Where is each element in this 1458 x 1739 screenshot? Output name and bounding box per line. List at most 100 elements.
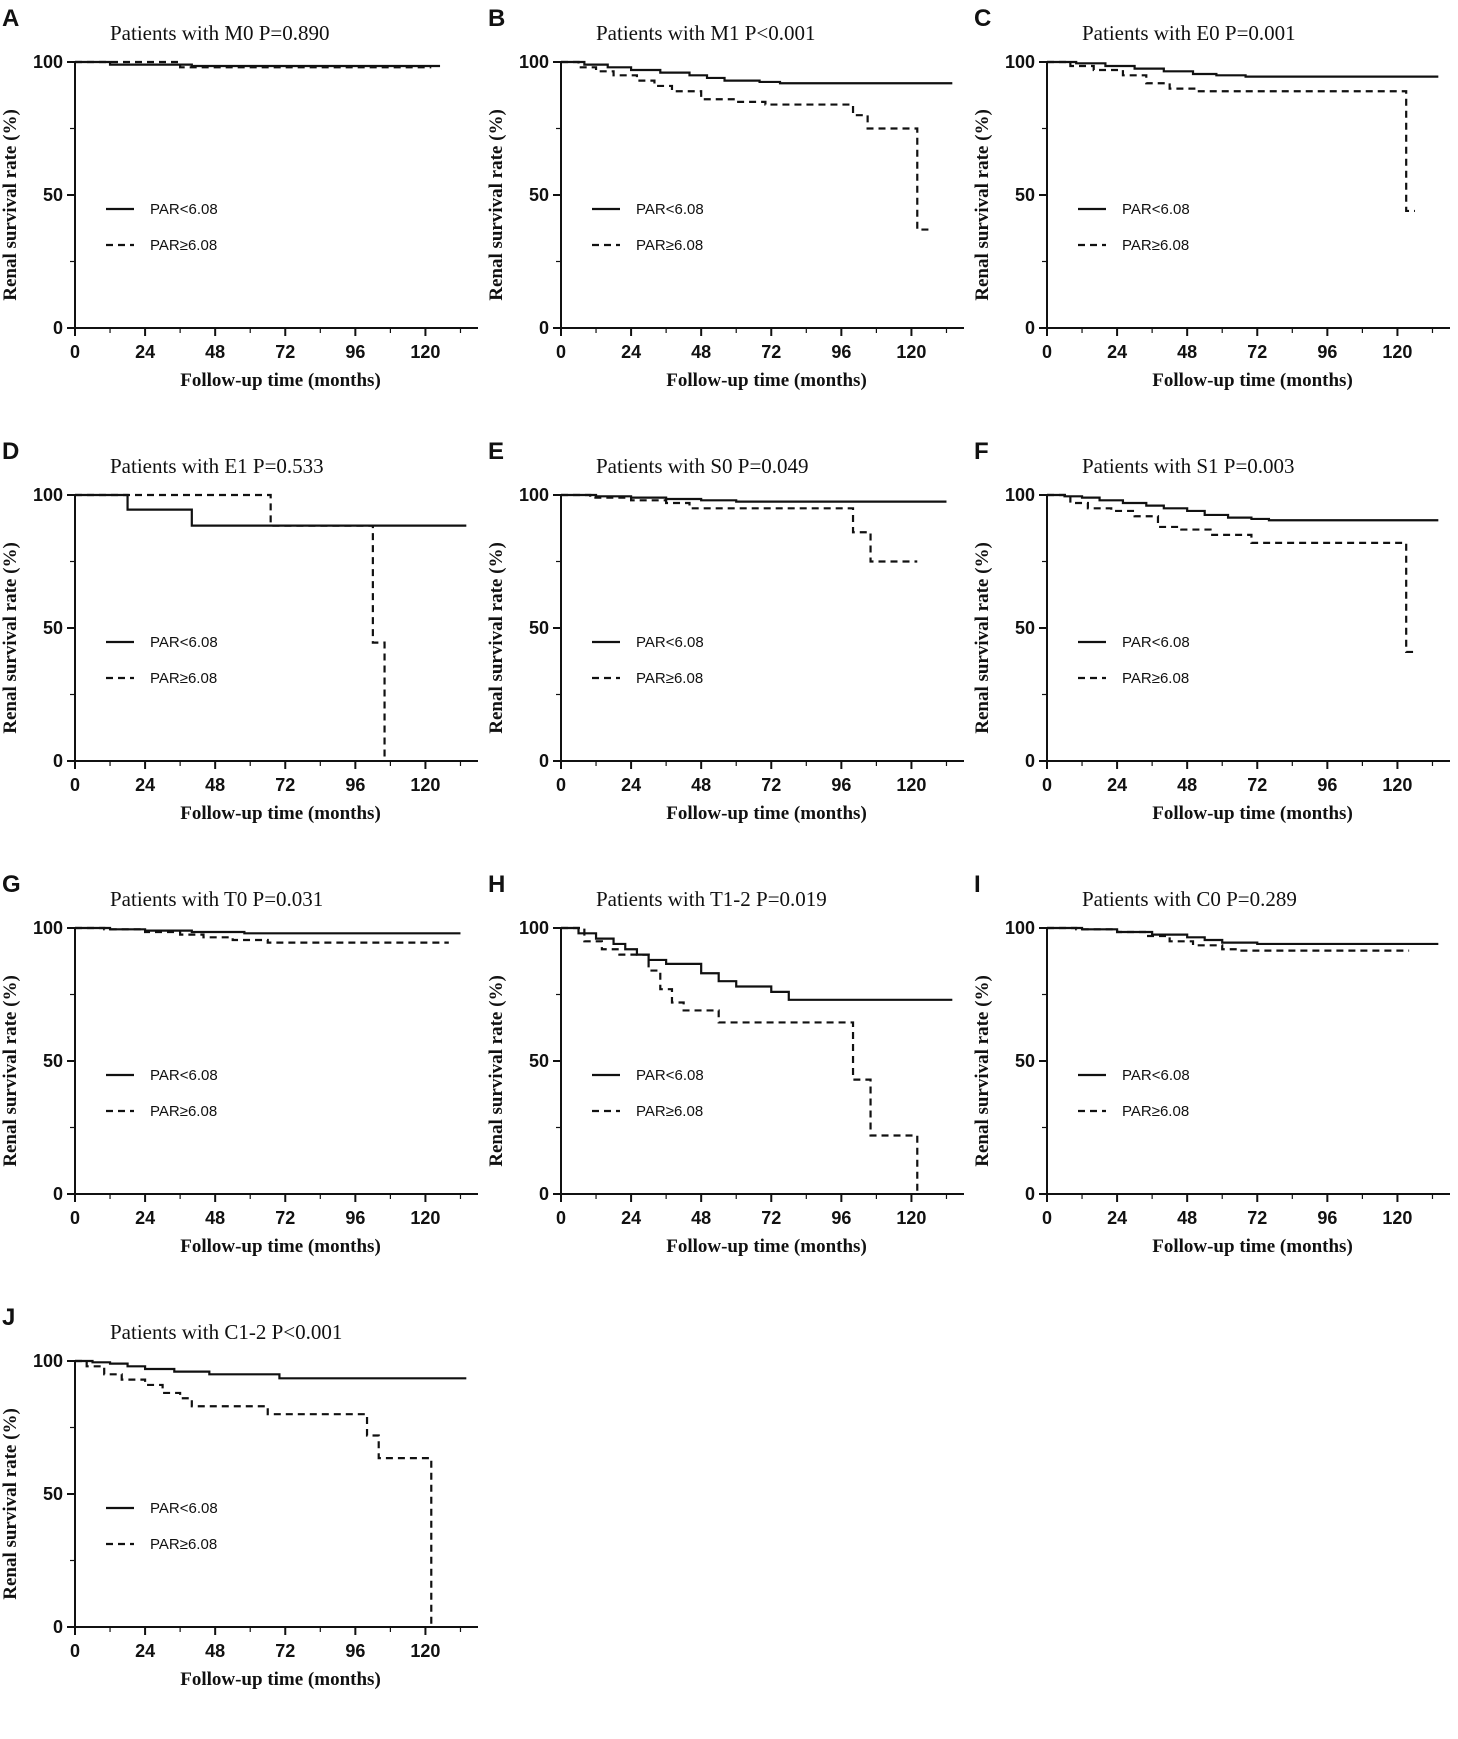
y-tick-label: 0 [53, 1184, 63, 1204]
y-tick-label: 100 [33, 52, 63, 72]
y-tick-label: 50 [529, 618, 549, 638]
x-tick-label: 24 [621, 342, 641, 362]
y-tick-label: 50 [529, 1051, 549, 1071]
y-tick-label: 0 [53, 751, 63, 771]
y-tick-label: 0 [539, 1184, 549, 1204]
chart-panel-c: C Patients with E0 P=0.001 0 50 100 0 24 48 72 96… [972, 0, 1458, 440]
legend-solid-label: PAR<6.08 [1122, 634, 1190, 651]
x-tick-label: 24 [621, 1208, 641, 1228]
y-tick-label: 100 [1005, 485, 1035, 505]
chart-svg: A Patients with M0 P=0.890 0 50 100 0 24 48 72 96… [0, 5, 478, 391]
y-axis-title: Renal survival rate (%) [972, 975, 993, 1167]
x-axis-title: Follow-up time (months) [1152, 370, 1353, 391]
chart-panel-d: D Patients with E1 P=0.533 0 50 100 0 24 48 72 96… [0, 433, 486, 873]
x-tick-label: 120 [410, 1208, 440, 1228]
x-tick-label: 72 [1247, 775, 1267, 795]
panel-label: C [974, 5, 991, 32]
panel-label: I [974, 871, 981, 898]
x-tick-label: 24 [1107, 1208, 1127, 1228]
panel-label: B [488, 5, 505, 32]
x-tick-label: 96 [831, 342, 851, 362]
x-tick-label: 24 [135, 775, 155, 795]
chart-title: Patients with T1-2 P=0.019 [596, 887, 827, 911]
y-tick-label: 0 [539, 318, 549, 338]
x-tick-label: 120 [410, 775, 440, 795]
y-tick-label: 0 [1025, 1184, 1035, 1204]
y-tick-label: 100 [1005, 52, 1035, 72]
x-tick-label: 96 [345, 1641, 365, 1661]
y-axis-title: Renal survival rate (%) [972, 109, 993, 301]
legend-dashed-label: PAR≥6.08 [636, 670, 703, 687]
legend-dashed-label: PAR≥6.08 [150, 1536, 217, 1553]
x-tick-label: 72 [761, 775, 781, 795]
y-tick-label: 100 [33, 1351, 63, 1371]
y-tick-label: 100 [519, 485, 549, 505]
x-tick-label: 96 [831, 775, 851, 795]
x-tick-label: 120 [1382, 1208, 1412, 1228]
series-par-low-curve [75, 493, 467, 527]
series-par-high-curve [1047, 493, 1415, 654]
chart-panel-f: F Patients with S1 P=0.003 0 50 100 0 24 48 72 96… [972, 433, 1458, 873]
x-tick-label: 48 [1177, 342, 1197, 362]
x-tick-label: 24 [621, 775, 641, 795]
x-tick-label: 48 [691, 1208, 711, 1228]
x-tick-label: 24 [135, 1208, 155, 1228]
x-tick-label: 96 [1317, 342, 1337, 362]
x-axis-title: Follow-up time (months) [180, 1236, 381, 1257]
chart-svg: I Patients with C0 P=0.289 0 50 100 0 24 48 72 96… [972, 871, 1450, 1257]
chart-svg: B Patients with M1 P<0.001 0 50 100 0 24 48 72 96… [486, 5, 964, 391]
series-par-low-curve [561, 493, 947, 503]
x-axis-title: Follow-up time (months) [180, 803, 381, 824]
chart-panel-g: G Patients with T0 P=0.031 0 50 100 0 24 48 72 96… [0, 866, 486, 1306]
legend-solid-label: PAR<6.08 [150, 634, 218, 651]
x-axis-title: Follow-up time (months) [666, 1236, 867, 1257]
series-par-high-curve [75, 926, 449, 944]
panel-label: J [2, 1304, 15, 1331]
chart-svg: G Patients with T0 P=0.031 0 50 100 0 24 48 72 96… [0, 871, 478, 1257]
x-tick-label: 48 [1177, 1208, 1197, 1228]
legend-dashed-label: PAR≥6.08 [150, 670, 217, 687]
chart-panel-a: A Patients with M0 P=0.890 0 50 100 0 24 48 72 96… [0, 0, 486, 440]
series-par-high-curve [75, 1359, 433, 1627]
chart-panel-j: J Patients with C1-2 P<0.001 0 50 100 0 24 48 72… [0, 1299, 486, 1739]
figure-grid: A Patients with M0 P=0.890 0 50 100 0 24 48 72 96… [0, 0, 1458, 1690]
legend-solid-label: PAR<6.08 [1122, 1067, 1190, 1084]
x-tick-label: 120 [1382, 342, 1412, 362]
x-tick-label: 96 [345, 342, 365, 362]
y-tick-label: 50 [43, 618, 63, 638]
y-tick-label: 50 [43, 1484, 63, 1504]
x-tick-label: 48 [205, 1641, 225, 1661]
x-tick-label: 120 [1382, 775, 1412, 795]
legend-solid-label: PAR<6.08 [150, 1500, 218, 1517]
y-tick-label: 100 [33, 918, 63, 938]
x-axis-title: Follow-up time (months) [1152, 1236, 1353, 1257]
legend-solid-label: PAR<6.08 [150, 1067, 218, 1084]
x-tick-label: 48 [691, 775, 711, 795]
x-tick-label: 72 [761, 1208, 781, 1228]
chart-title: Patients with C1-2 P<0.001 [110, 1320, 342, 1344]
x-tick-label: 24 [1107, 775, 1127, 795]
y-axis-title: Renal survival rate (%) [486, 109, 507, 301]
y-axis-title: Renal survival rate (%) [0, 1408, 21, 1600]
series-par-high-curve [1047, 926, 1410, 952]
y-tick-label: 50 [43, 1051, 63, 1071]
y-tick-label: 100 [519, 918, 549, 938]
panel-label: E [488, 438, 504, 465]
x-tick-label: 120 [896, 342, 926, 362]
series-par-high-curve [561, 493, 918, 563]
series-par-high-curve [75, 60, 432, 69]
panel-label: D [2, 438, 19, 465]
x-axis-title: Follow-up time (months) [666, 370, 867, 391]
y-tick-label: 0 [1025, 318, 1035, 338]
series-par-low-curve [1047, 60, 1439, 78]
x-axis-title: Follow-up time (months) [1152, 803, 1353, 824]
x-tick-label: 72 [1247, 342, 1267, 362]
x-tick-label: 0 [70, 1208, 80, 1228]
chart-panel-h: H Patients with T1-2 P=0.019 0 50 100 0 24 48 72… [486, 866, 972, 1306]
x-tick-label: 24 [1107, 342, 1127, 362]
legend-solid-label: PAR<6.08 [636, 201, 704, 218]
y-tick-label: 50 [43, 185, 63, 205]
y-tick-label: 100 [1005, 918, 1035, 938]
chart-title: Patients with E1 P=0.533 [110, 454, 324, 478]
y-tick-label: 50 [1015, 1051, 1035, 1071]
